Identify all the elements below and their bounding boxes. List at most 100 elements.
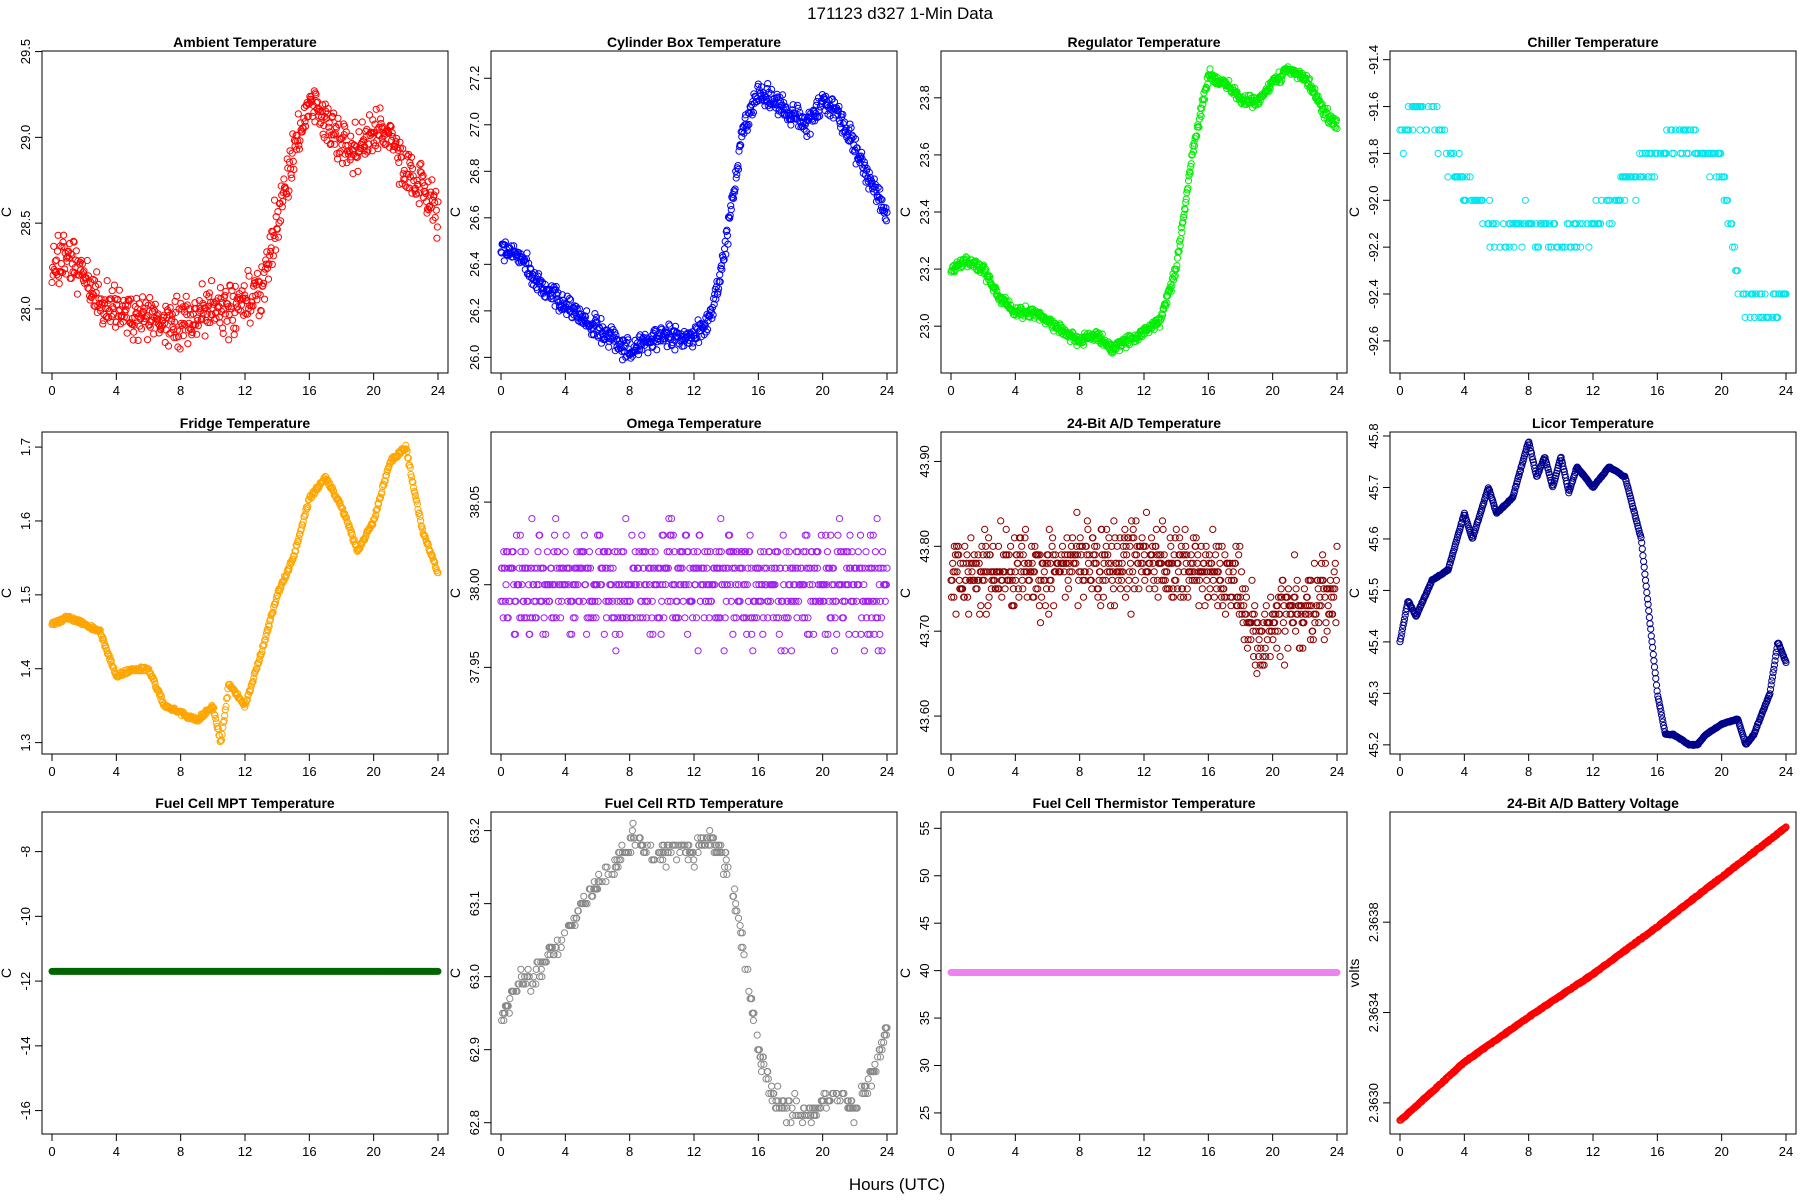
data-point	[360, 146, 368, 155]
data-point	[1231, 84, 1239, 92]
data-point	[730, 614, 738, 622]
data-point	[208, 703, 217, 711]
data-point	[372, 507, 380, 515]
data-point	[272, 213, 280, 221]
data-point	[658, 597, 666, 605]
data-point	[298, 128, 306, 136]
data-point	[1173, 585, 1182, 593]
y-tick-label: -92.0	[1366, 185, 1381, 215]
data-point	[1166, 283, 1174, 291]
data-point	[294, 537, 302, 545]
data-point	[715, 285, 723, 293]
data-point	[325, 119, 333, 127]
y-tick-label: 1.5	[18, 586, 33, 604]
data-point	[614, 614, 622, 622]
data-point	[1274, 593, 1283, 601]
data-point	[764, 80, 772, 88]
data-point	[701, 548, 709, 556]
data-point	[1152, 525, 1161, 534]
data-point	[1329, 610, 1337, 618]
data-point	[1045, 610, 1053, 618]
data-point	[1237, 568, 1246, 576]
data-point	[1169, 593, 1178, 601]
y-tick-label: 45.8	[1366, 423, 1381, 448]
data-point	[584, 564, 592, 572]
data-point	[1461, 511, 1469, 520]
data-point	[1333, 542, 1341, 550]
data-point	[694, 647, 702, 655]
data-point	[669, 531, 677, 539]
data-point	[194, 316, 202, 325]
x-tick-label: 24	[1330, 764, 1344, 779]
data-point	[781, 647, 789, 655]
data-point	[1211, 568, 1219, 576]
data-point	[695, 564, 703, 572]
data-point	[1592, 196, 1600, 204]
data-point	[700, 564, 708, 572]
data-point	[708, 314, 716, 322]
data-point	[153, 311, 161, 319]
data-point	[377, 115, 385, 123]
data-point	[1712, 173, 1721, 181]
data-point	[722, 250, 730, 258]
data-point	[546, 597, 554, 605]
y-axis-label: C	[0, 207, 14, 217]
data-point	[1190, 142, 1199, 150]
data-point	[1230, 576, 1238, 584]
data-point	[712, 295, 720, 303]
data-point	[1125, 576, 1133, 584]
data-point	[1706, 173, 1714, 181]
data-point	[1625, 487, 1633, 495]
data-point	[1107, 559, 1115, 567]
data-point	[1017, 568, 1025, 576]
data-point	[744, 122, 752, 130]
data-point	[1292, 585, 1300, 593]
data-point	[1225, 76, 1233, 85]
data-point	[820, 597, 828, 605]
data-point	[125, 297, 133, 305]
data-point	[351, 141, 359, 150]
data-point	[879, 548, 887, 556]
data-point	[320, 121, 328, 130]
data-point	[204, 318, 212, 327]
data-point	[1585, 243, 1593, 251]
data-point	[667, 531, 675, 539]
data-point	[381, 477, 389, 485]
data-point	[1769, 313, 1777, 321]
data-point	[1060, 568, 1068, 576]
data-point	[1028, 559, 1036, 567]
data-point	[48, 278, 56, 287]
data-point	[1289, 619, 1298, 627]
data-point	[952, 610, 960, 618]
data-point	[431, 213, 439, 222]
data-point	[1178, 585, 1187, 593]
data-point	[1101, 551, 1109, 559]
data-point	[562, 531, 570, 539]
data-point	[1187, 160, 1195, 168]
x-tick-label: 8	[177, 764, 184, 779]
data-point	[586, 564, 595, 572]
data-point	[1542, 220, 1550, 228]
data-point	[1528, 453, 1536, 461]
data-point	[432, 187, 440, 195]
data-point	[101, 643, 109, 651]
data-point	[104, 314, 112, 322]
data-point	[353, 153, 361, 161]
data-point	[775, 630, 783, 638]
data-point	[1451, 543, 1459, 551]
data-point	[130, 328, 138, 336]
data-point	[981, 568, 989, 576]
data-point	[417, 159, 425, 167]
data-point	[834, 531, 842, 539]
data-series	[947, 508, 1341, 678]
data-point	[170, 333, 178, 341]
data-point	[711, 581, 719, 589]
data-point	[1327, 115, 1336, 124]
data-point	[677, 581, 685, 589]
data-point	[736, 597, 744, 605]
data-point	[301, 122, 310, 130]
data-point	[219, 324, 227, 332]
data-point	[1132, 551, 1141, 559]
